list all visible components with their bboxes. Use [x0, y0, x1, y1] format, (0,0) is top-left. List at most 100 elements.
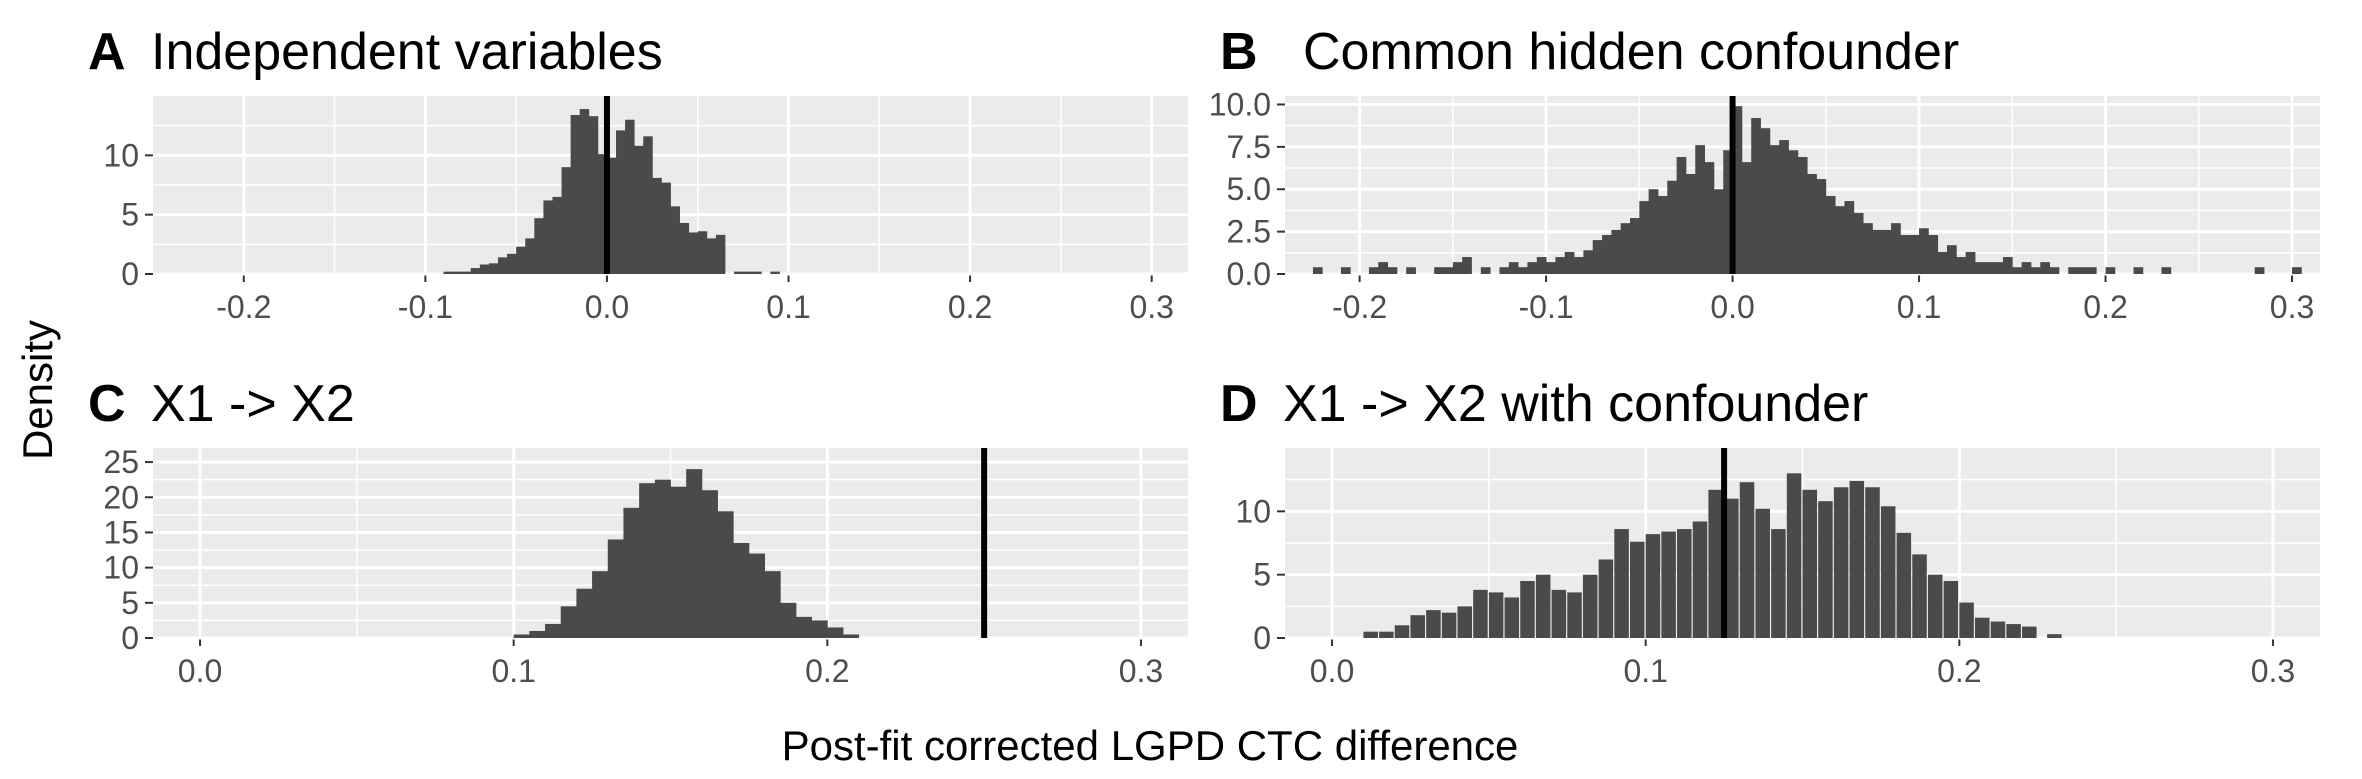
panel-c-x-tick-label: 0.2	[805, 653, 849, 689]
panel-d-bar	[2006, 624, 2021, 638]
panel-a-bar	[752, 271, 762, 274]
panel-d-title: X1 -> X2 with confounder	[1283, 375, 1868, 433]
panel-b-bar	[1732, 106, 1743, 275]
panel-b-bar	[1434, 267, 1444, 274]
panel-b-x-tick-label: -0.2	[1332, 289, 1387, 325]
panel-b-y-tick-label: 2.5	[1227, 214, 1271, 250]
panel-b-bar	[1462, 257, 1472, 274]
panel-d-bar	[1426, 610, 1441, 638]
panel-d-bar	[1457, 606, 1473, 638]
panel-c-bar	[560, 606, 577, 638]
panel-a-bar	[597, 154, 608, 274]
panel-a-x-tick-label: 0.0	[585, 289, 629, 325]
panel-d: 0.0 0.1 0.2 0.3 0 5 10 D X1 -> X2 with confounde…	[1220, 375, 2320, 689]
panel-c-bar	[811, 620, 828, 638]
panel-d-bar	[1990, 621, 2006, 638]
panel-b-title: Common hidden confounder	[1303, 23, 1959, 81]
panel-b-bar	[1891, 223, 1901, 274]
panel-b-bar	[1387, 267, 1398, 274]
panel-d-bar	[1708, 489, 1723, 638]
panel-b-bar	[1909, 235, 1920, 274]
panel-d-bar	[1645, 534, 1661, 638]
panel-b-bar	[1378, 262, 1388, 274]
panel-c-bar	[827, 627, 844, 638]
panel-b-bar	[1555, 257, 1566, 274]
panel-d-bar	[1551, 589, 1567, 638]
panel-d-bar	[1692, 521, 1708, 638]
panel-b-bar	[1723, 150, 1733, 274]
panel-d-bar	[2047, 634, 2062, 638]
panel-b-y-tick-label: 5.0	[1227, 171, 1271, 207]
panel-a-bar	[743, 271, 753, 274]
panel-b-bar	[1937, 251, 1948, 274]
panel-a-letter: A	[88, 23, 126, 81]
panel-d-bar	[1943, 581, 1959, 638]
panel-a-bar	[670, 206, 680, 274]
panel-b-bar	[1807, 173, 1817, 274]
panel-a-bar	[715, 234, 726, 274]
panel-a-bar	[643, 136, 653, 274]
panel-b-bar	[1639, 201, 1650, 274]
panel-d-bar	[1488, 592, 1504, 638]
panel-b-bar	[1900, 235, 1911, 274]
panel-b-bar	[1695, 145, 1705, 274]
panel-b-bar	[2105, 267, 2116, 274]
panel-d-bar	[1912, 554, 1927, 638]
panel-a-title: Independent variables	[151, 23, 663, 81]
panel-d-bar	[1771, 529, 1786, 638]
panel-d-bar	[1379, 631, 1394, 638]
panel-c-bar	[843, 634, 860, 638]
panel-b-bar	[1993, 262, 2004, 274]
panel-b-bar	[1965, 251, 1976, 274]
panel-b-bar	[2254, 267, 2265, 274]
panel-b-bar	[2049, 267, 2060, 274]
panel-a-x-tick-label: 0.2	[948, 289, 992, 325]
panel-a-bar	[516, 246, 526, 274]
panel-b-bar	[1984, 262, 1995, 274]
panel-d-x-tick-label: 0.1	[1623, 653, 1667, 689]
panel-d-bar	[1755, 508, 1770, 638]
panel-d-bar	[1833, 487, 1849, 638]
panel-a-bar	[570, 114, 581, 274]
x-axis-title: Post-fit corrected LGPD CTC difference	[782, 722, 1519, 769]
panel-a-bar	[588, 116, 599, 274]
panel-c-bar	[513, 634, 530, 638]
panel-b-bar	[1844, 201, 1855, 274]
panel-a-bar	[679, 222, 690, 274]
panel-d-bar	[1927, 574, 1943, 638]
panel-a-bar	[625, 119, 635, 274]
panel-b-bar	[1947, 245, 1957, 274]
panel-a-x-tick-label: 0.3	[1129, 289, 1173, 325]
panel-c-bar	[795, 616, 813, 638]
panel-d-bar	[1739, 482, 1755, 638]
panel-b-bar	[1574, 257, 1584, 274]
panel-d-bar	[1959, 602, 1974, 638]
panel-c-bar	[670, 486, 687, 638]
panel-d-bar	[1975, 617, 1990, 638]
panel-b-bar	[1760, 128, 1771, 274]
panel-b-x-tick-label: 0.3	[2270, 289, 2314, 325]
panel-b-x-tick-label: -0.1	[1519, 289, 1574, 325]
panel-b-bar	[2086, 267, 2097, 274]
panel-c-bar	[780, 602, 797, 638]
panel-b-bar	[1368, 267, 1379, 274]
panel-b-bar	[1919, 228, 1929, 274]
y-axis-title: Density	[14, 320, 61, 460]
panel-c-bar	[623, 507, 640, 638]
panel-d-bar	[1363, 631, 1378, 638]
panel-b-bar	[1779, 140, 1789, 274]
panel-d-bar	[1677, 529, 1692, 638]
panel-b-bar	[1648, 189, 1659, 274]
panel-b: -0.2 -0.1 0.0 0.1 0.2 0.3 0.0 2.5 5.0 7.5 10.0 B Com…	[1209, 23, 2320, 325]
panel-c-bar	[529, 630, 546, 638]
panel-b-bar	[1657, 196, 1668, 274]
panel-c-y-tick-label: 15	[103, 514, 139, 550]
panel-b-bar	[1863, 223, 1873, 274]
panel-b-bar	[2161, 267, 2172, 274]
panel-b-bar	[1975, 262, 1985, 274]
panel-b-bar	[1713, 189, 1724, 274]
panel-b-bar	[2012, 267, 2023, 274]
panel-c-bar	[686, 469, 703, 638]
